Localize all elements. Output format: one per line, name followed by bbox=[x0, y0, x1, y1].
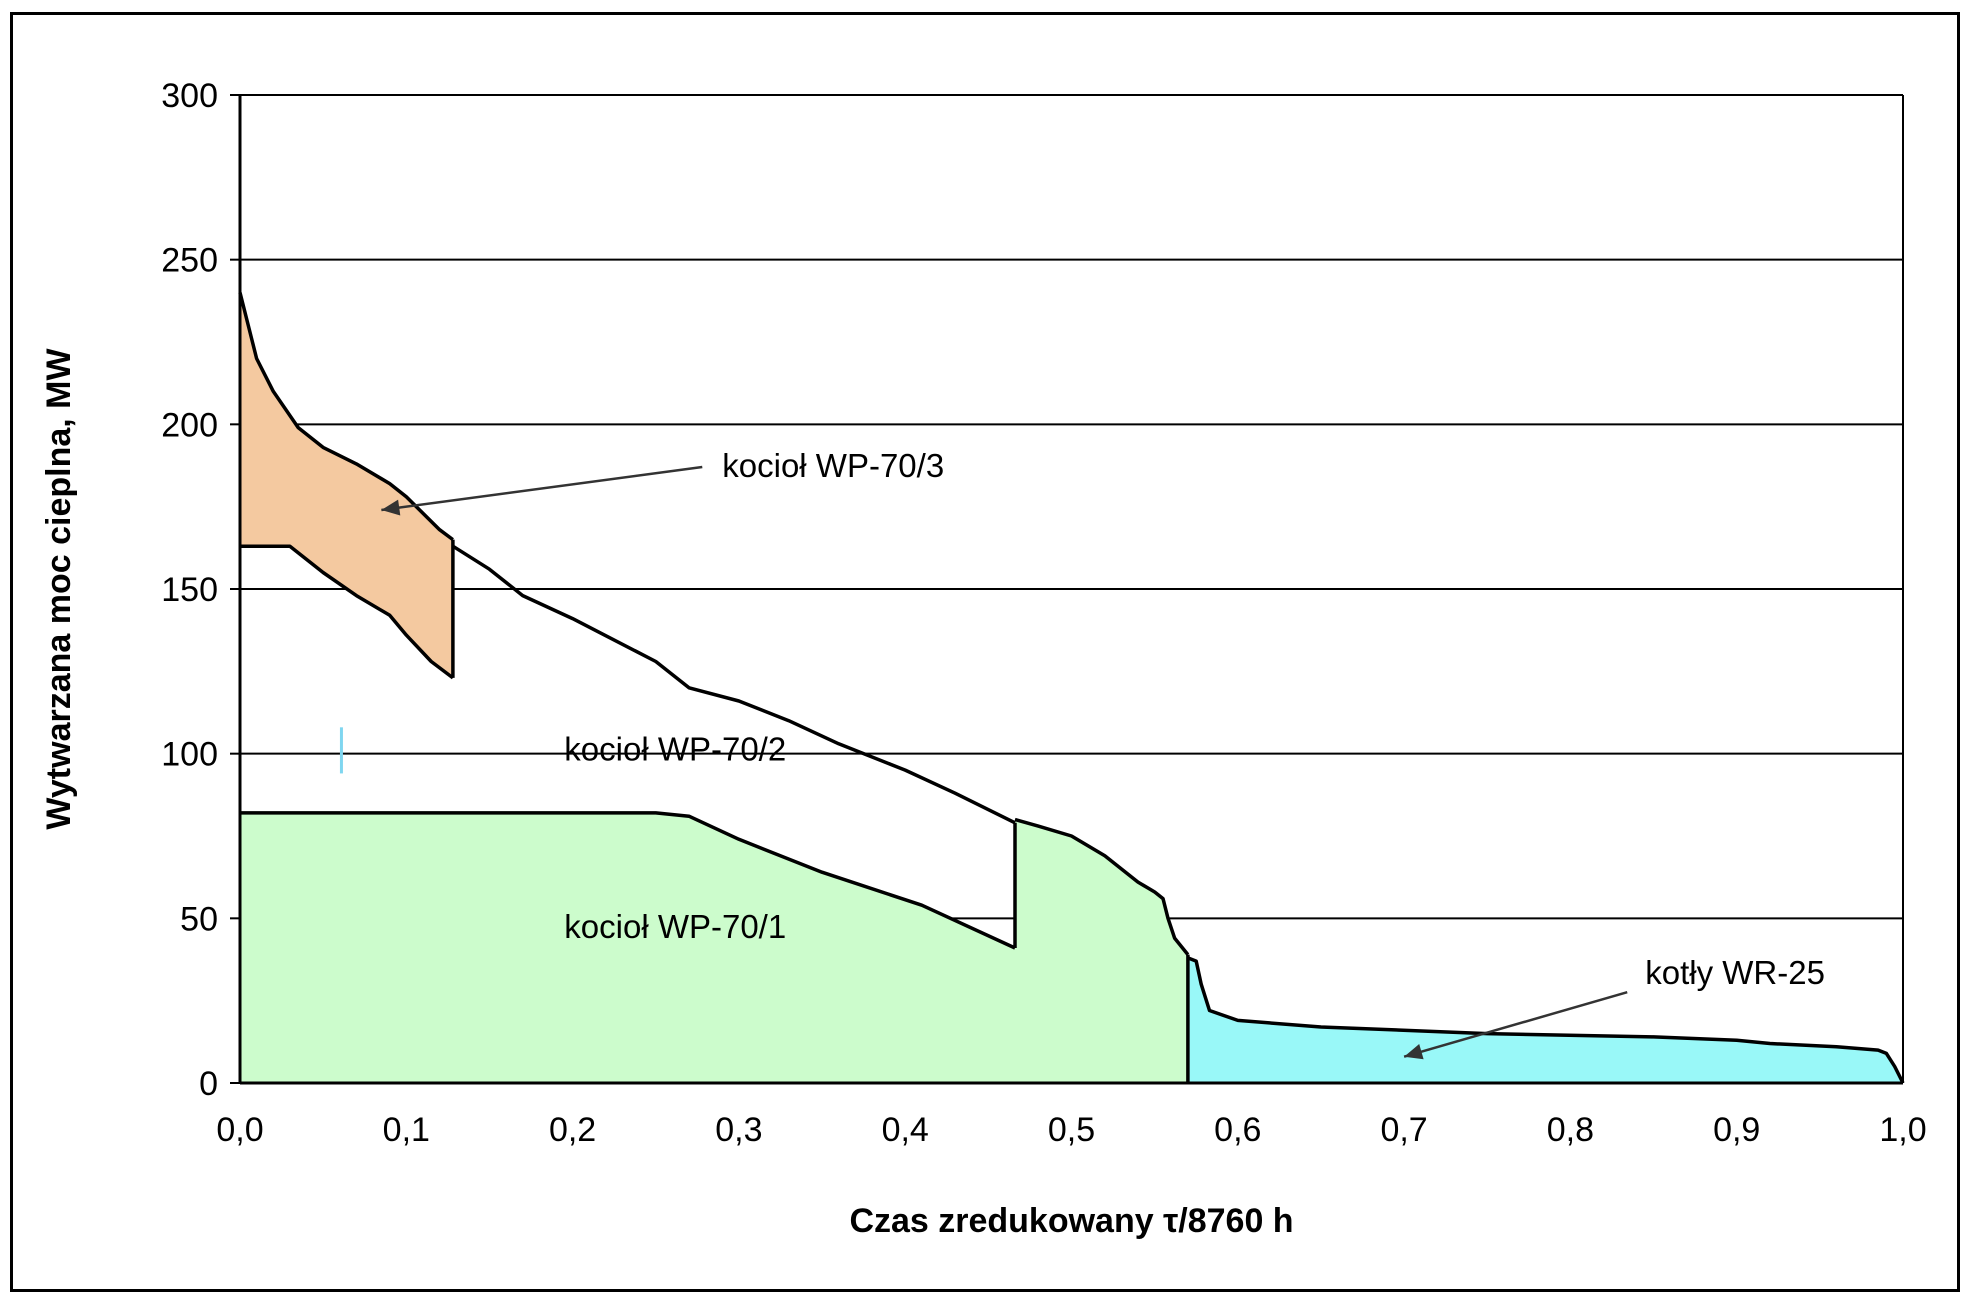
y-tick-label: 0 bbox=[199, 1065, 218, 1103]
y-tick-label: 200 bbox=[161, 406, 218, 444]
annotation-label: kocioł WP-70/2 bbox=[564, 730, 786, 767]
annotation-label: kotły WR-25 bbox=[1645, 954, 1825, 991]
x-tick-label: 1,0 bbox=[1879, 1111, 1926, 1149]
outline-wp-70-2-bottom bbox=[240, 811, 1016, 950]
x-tick-label: 0,4 bbox=[882, 1111, 929, 1149]
annotation-label: kocioł WP-70/1 bbox=[564, 908, 786, 945]
x-tick-label: 0,0 bbox=[216, 1111, 263, 1149]
series-areas bbox=[240, 292, 1903, 1083]
area-wp-70-1 bbox=[240, 812, 1188, 1083]
annotation-arrow bbox=[1403, 990, 1628, 1058]
x-tick-label: 0,1 bbox=[383, 1111, 430, 1149]
annotation-arrow bbox=[381, 465, 703, 512]
outline-wp-70-2-top bbox=[451, 544, 1016, 825]
area-wr-25 bbox=[1187, 957, 1903, 1083]
x-tick-label: 0,6 bbox=[1214, 1111, 1261, 1149]
annotation-label: kocioł WP-70/3 bbox=[722, 447, 944, 484]
gridlines bbox=[240, 94, 1903, 920]
y-tick-label: 300 bbox=[161, 77, 218, 115]
outline-wp-70-1-top bbox=[1014, 817, 1190, 956]
outline-wp-70-3-bottom bbox=[240, 544, 454, 680]
y-tick-label: 50 bbox=[180, 900, 218, 938]
series-outlines bbox=[238, 292, 1905, 1084]
x-tick-label: 0,8 bbox=[1547, 1111, 1594, 1149]
annotations: kocioł WP-70/3 kocioł WP-70/2 kocioł WP-70… bbox=[339, 447, 1825, 1060]
y-tick-labels: 0 50 100 150 200 250 300 bbox=[161, 77, 240, 1103]
x-tick-label: 0,7 bbox=[1380, 1111, 1427, 1149]
annotation-arrowhead bbox=[381, 499, 401, 516]
x-axis-title: Czas zredukowany τ/8760 h bbox=[849, 1202, 1293, 1240]
x-tick-labels: 0,0 0,1 0,2 0,3 0,4 0,5 0,6 0,7 0,8 0,9 1,0 bbox=[216, 1111, 1926, 1149]
x-tick-label: 0,2 bbox=[549, 1111, 596, 1149]
y-tick-label: 250 bbox=[161, 242, 218, 280]
y-tick-label: 150 bbox=[161, 571, 218, 609]
annotation-arrowhead bbox=[1404, 1044, 1424, 1060]
x-tick-label: 0,3 bbox=[715, 1111, 762, 1149]
outline-wr-25-top bbox=[1187, 956, 1905, 1084]
area-wp-70-3 bbox=[240, 292, 453, 678]
x-tick-label: 0,9 bbox=[1713, 1111, 1760, 1149]
outline-wp-70-3-top bbox=[238, 292, 454, 542]
x-tick-label: 0,5 bbox=[1048, 1111, 1095, 1149]
y-tick-label: 100 bbox=[161, 736, 218, 774]
y-axis-title: Wytwarzana moc cieplna, MW bbox=[40, 348, 78, 830]
